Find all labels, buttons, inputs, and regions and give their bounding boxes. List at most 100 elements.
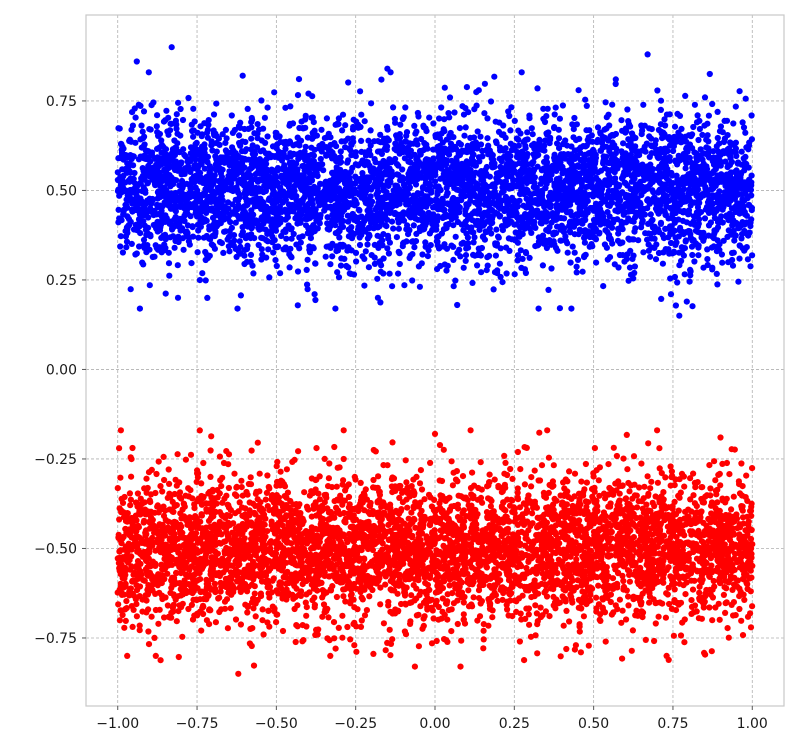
data-point xyxy=(564,240,571,247)
data-point xyxy=(503,270,510,277)
data-point xyxy=(308,114,315,121)
data-point xyxy=(741,211,749,218)
data-point xyxy=(535,305,542,312)
data-point xyxy=(657,97,665,104)
data-point xyxy=(540,115,547,122)
data-point xyxy=(693,154,700,161)
data-point xyxy=(342,185,349,192)
data-point xyxy=(405,228,412,235)
data-point xyxy=(487,150,494,157)
data-point xyxy=(198,199,205,206)
data-point xyxy=(119,249,126,256)
data-point xyxy=(548,192,555,199)
data-point xyxy=(337,262,345,269)
data-point xyxy=(564,249,571,256)
data-point xyxy=(397,177,404,184)
data-point xyxy=(337,148,344,155)
data-point xyxy=(618,117,625,124)
data-point xyxy=(272,257,279,264)
data-point xyxy=(561,215,568,222)
data-point xyxy=(153,221,160,228)
data-point xyxy=(492,118,499,125)
data-point xyxy=(419,161,426,168)
data-point xyxy=(304,256,311,263)
data-point xyxy=(223,135,230,142)
data-point xyxy=(558,206,566,213)
data-point xyxy=(559,141,567,148)
data-point xyxy=(209,232,216,239)
data-point xyxy=(489,181,496,188)
data-point xyxy=(346,174,353,181)
data-point xyxy=(390,225,397,232)
data-point xyxy=(445,151,453,158)
data-point xyxy=(436,135,443,142)
data-point xyxy=(134,200,141,207)
data-point xyxy=(553,215,561,222)
data-point xyxy=(476,218,483,225)
data-point xyxy=(171,206,178,213)
data-point xyxy=(591,186,598,194)
data-point xyxy=(154,112,161,119)
data-point xyxy=(117,140,125,147)
data-point xyxy=(344,135,352,142)
data-point xyxy=(706,70,713,78)
data-point xyxy=(175,99,182,106)
data-point xyxy=(133,250,140,257)
data-point xyxy=(142,207,149,214)
data-point xyxy=(333,143,340,150)
data-point xyxy=(605,202,612,209)
data-point xyxy=(288,193,295,201)
data-point xyxy=(288,254,295,261)
data-point xyxy=(272,133,280,140)
data-point xyxy=(574,256,582,263)
data-point xyxy=(321,135,328,142)
data-point xyxy=(506,247,513,254)
data-point xyxy=(682,133,689,140)
data-point xyxy=(626,236,633,243)
data-point xyxy=(266,179,273,186)
data-point xyxy=(234,305,241,312)
data-point xyxy=(263,155,270,163)
data-point xyxy=(748,192,755,199)
data-point xyxy=(414,216,422,223)
data-point xyxy=(216,238,224,246)
data-point xyxy=(493,240,500,247)
data-point xyxy=(446,114,453,121)
data-point xyxy=(706,196,713,203)
data-point xyxy=(389,283,396,290)
data-point xyxy=(385,137,392,144)
data-point xyxy=(248,114,255,122)
data-point xyxy=(334,269,341,276)
data-point xyxy=(386,270,393,277)
data-point xyxy=(471,234,478,241)
data-point xyxy=(318,126,325,133)
data-point xyxy=(190,127,197,134)
data-point xyxy=(715,219,723,226)
data-point xyxy=(573,121,581,128)
data-point xyxy=(508,236,515,243)
data-point xyxy=(251,155,258,162)
data-point xyxy=(579,156,586,164)
data-point xyxy=(665,169,672,176)
data-point xyxy=(127,286,134,293)
data-point xyxy=(717,123,725,130)
data-point xyxy=(701,215,709,222)
data-point xyxy=(720,148,727,155)
data-point xyxy=(166,272,173,279)
data-point xyxy=(664,148,671,155)
data-point xyxy=(384,245,391,252)
data-point xyxy=(199,179,207,186)
data-point xyxy=(315,197,322,204)
data-point xyxy=(304,134,311,141)
data-point xyxy=(467,134,474,141)
data-point xyxy=(644,205,651,212)
data-point xyxy=(507,127,514,134)
data-point xyxy=(306,174,313,181)
data-point xyxy=(386,170,393,178)
data-point xyxy=(320,167,327,174)
data-point xyxy=(490,286,497,293)
data-point xyxy=(710,243,717,250)
data-point xyxy=(220,249,227,256)
data-point xyxy=(638,122,645,129)
data-point xyxy=(254,121,261,128)
